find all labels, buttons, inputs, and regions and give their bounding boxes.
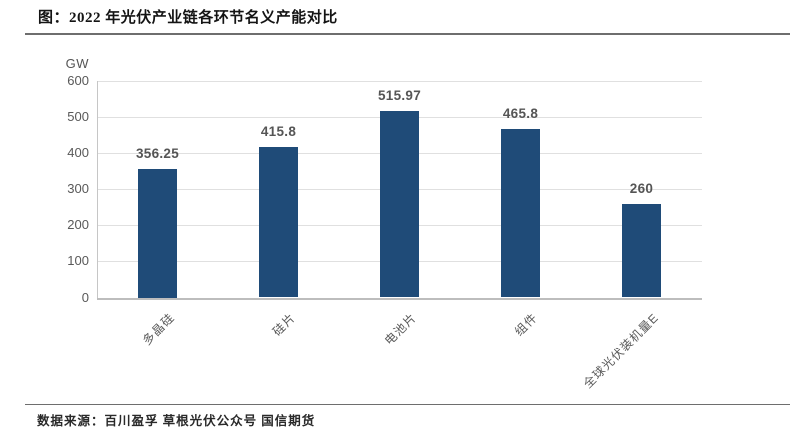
top-divider xyxy=(25,33,790,35)
y-axis-tick-label: 300 xyxy=(67,181,89,197)
x-axis-category-label: 全球光伏装机量E xyxy=(581,310,662,392)
x-axis-category-label: 电池片 xyxy=(382,310,420,348)
bar xyxy=(501,129,540,298)
x-axis-category-label: 组件 xyxy=(512,310,541,339)
bar xyxy=(138,168,177,298)
y-axis-tick-label: 200 xyxy=(67,217,89,233)
bar-value-label: 465.8 xyxy=(502,106,539,122)
x-axis-line xyxy=(97,297,702,300)
y-axis-line xyxy=(97,81,98,298)
bar xyxy=(622,203,661,298)
figure-title: 图：2022 年光伏产业链各环节名义产能对比 xyxy=(38,10,338,26)
bar-value-label: 415.8 xyxy=(260,124,297,140)
y-axis-unit-label: GW xyxy=(65,56,89,71)
bar-value-label: 515.97 xyxy=(377,88,422,104)
bottom-divider xyxy=(25,404,790,405)
bar-value-label: 260 xyxy=(629,180,654,196)
data-source-note: 数据来源：百川盈孚 草根光伏公众号 国信期货 xyxy=(37,414,316,428)
y-axis-tick-label: 100 xyxy=(67,253,89,269)
bar-value-label: 356.25 xyxy=(135,145,180,161)
bar xyxy=(380,111,419,298)
y-axis-tick-label: 600 xyxy=(67,73,89,88)
y-axis-tick-label: 500 xyxy=(67,109,89,125)
x-axis-category-label: 多晶硅 xyxy=(140,310,178,348)
y-axis-tick-label: 0 xyxy=(81,289,89,305)
gridline xyxy=(97,81,702,82)
bar xyxy=(259,147,298,298)
x-axis-category-label: 硅片 xyxy=(270,310,299,339)
y-axis-tick-label: 400 xyxy=(67,145,89,161)
